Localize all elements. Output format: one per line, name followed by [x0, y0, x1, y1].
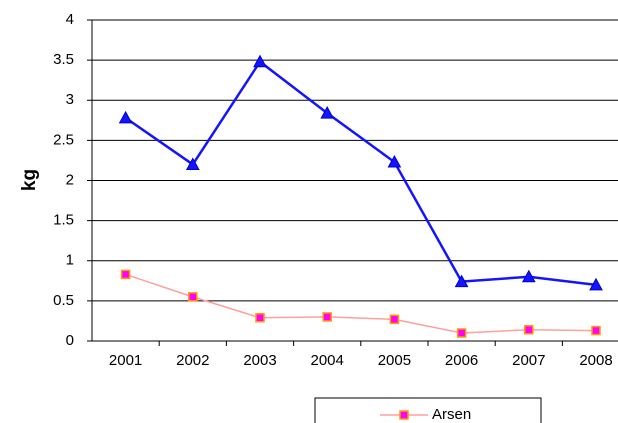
x-tick-label: 2005 [378, 352, 411, 369]
x-tick-label: 2001 [109, 352, 142, 369]
y-tick-label: 0 [66, 332, 74, 349]
marker [389, 314, 400, 325]
legend-marker [399, 410, 409, 420]
series-line [125, 273, 597, 334]
marker [255, 312, 265, 323]
y-tick-label: 0.5 [53, 292, 74, 309]
legend-box [314, 397, 542, 423]
marker [454, 274, 469, 288]
marker [253, 54, 267, 68]
x-tick-label: 2008 [579, 352, 612, 369]
x-tick-label: 2006 [445, 352, 478, 369]
x-tick-label: 2007 [512, 352, 545, 369]
y-tick-label: 2.5 [53, 131, 74, 148]
legend-label: Arsen [432, 406, 471, 423]
marker [591, 325, 601, 336]
x-tick-label: 2002 [176, 352, 209, 369]
marker [120, 269, 131, 280]
y-tick-label: 1.5 [53, 212, 74, 229]
y-tick-label: 3 [66, 91, 74, 108]
y-axis-label: kg [19, 169, 40, 191]
y-tick-label: 4 [66, 11, 74, 28]
marker [320, 106, 335, 119]
y-tick-label: 2 [66, 171, 74, 188]
x-tick-label: 2003 [243, 352, 276, 369]
marker [521, 269, 536, 283]
y-tick-label: 3.5 [53, 51, 74, 68]
marker [524, 325, 534, 335]
marker [589, 277, 603, 291]
x-tick-label: 2004 [311, 352, 344, 369]
marker [322, 312, 332, 322]
marker [185, 157, 200, 170]
marker [387, 154, 402, 168]
series-line [124, 59, 597, 287]
marker [118, 110, 133, 124]
marker [456, 328, 467, 338]
marker [188, 292, 198, 302]
y-tick-label: 1 [66, 252, 74, 269]
